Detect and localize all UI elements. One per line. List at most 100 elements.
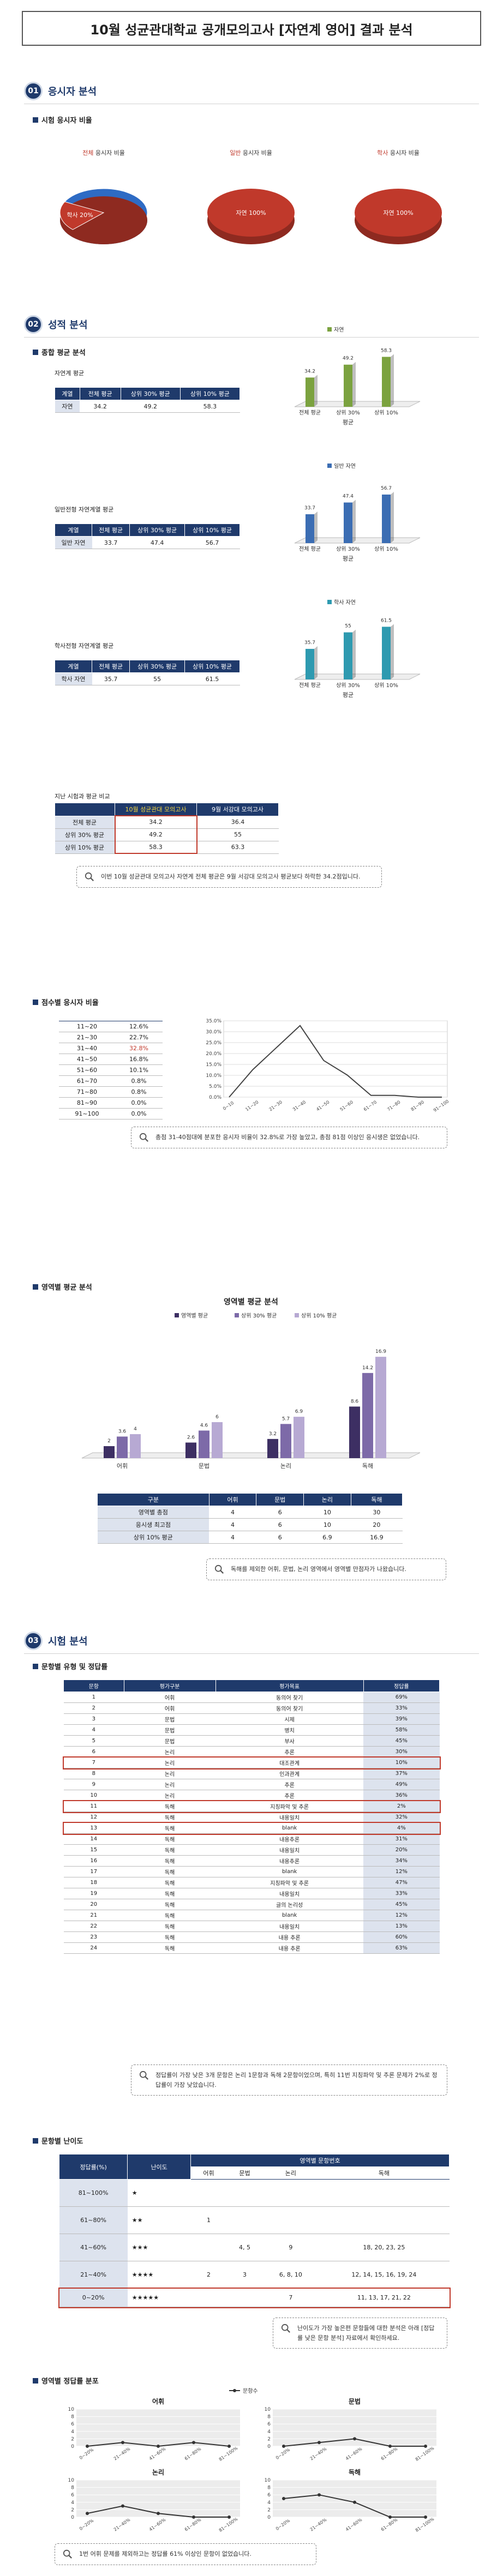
group-table: 계열 전체 평균 상위 30% 평균 상위 10% 평균 자연 34.2 49.2 58.3 [55,387,241,413]
table-cell: 독해 [124,1910,216,1921]
pie-title: 전체 응시자 비율 [82,149,125,157]
table-row: 응시생 최고점 4 6 10 20 [97,1518,403,1531]
table-cell: 33% [363,1888,440,1899]
x-tick-label: 71~80 [386,1100,401,1112]
table-cell [319,2206,450,2234]
bar-side [352,499,356,543]
table-row: 24 독해 내용 추론 63% [63,1942,440,1954]
table-cell: 내용일치 [215,1811,364,1823]
difficulty-table: 정답률(%) 난이도 영역별 문항번호 어휘 문법 논리 독해 81~100% ★ 61~80% ★… [58,2154,451,2308]
bar-value-label: 5.7 [282,1416,290,1422]
table-header-cell: 평가목표 [215,1680,364,1692]
table-row: 상위 10% 평균 58.3 63.3 [55,841,279,854]
table-cell: 58.3 [114,841,197,854]
table-row-label: 일반 자연 [55,536,92,549]
bar-top [306,646,318,649]
magnifier-icon [63,2549,72,2559]
table-row: 22 독해 내용일치 13% [63,1921,440,1932]
table-cell: 대조관계 [215,1757,364,1768]
table-cell: 35.7 [92,672,130,685]
table-row: 18 독해 지칭파악 및 추론 47% [63,1877,440,1888]
table-cell: 11, 13, 17, 21, 22 [319,2288,450,2307]
table-cell: 61.5 [184,672,240,685]
table-cell [319,2179,450,2207]
table-row: 6 논리 추론 30% [63,1746,440,1758]
plot-area [273,2409,436,2446]
table-row: 3 문법 시제 39% [63,1713,440,1725]
score-range: 81~90 [59,1097,115,1109]
table-header-cell: 상위 10% 평균 [184,523,240,537]
sub-heading: 문항별 유형 및 정답률 [33,1661,107,1671]
sub-heading-text: 문항별 난이도 [41,2138,83,2146]
section-title: 시험 분석 [48,1636,88,1647]
score-rate: 10.1% [115,1064,163,1076]
x-tick-label: 21~40% [309,2446,328,2461]
dist-point [424,2515,427,2519]
x-tick-label: 전체 평균 [299,546,321,552]
dist-point [121,2504,124,2508]
table-cell: 47.4 [129,536,185,549]
x-tick-label: 21~40% [113,2446,131,2461]
table-cell: 논리 [124,1768,216,1779]
table-cell: 36.4 [196,816,279,829]
table-cell: 12% [363,1910,440,1921]
table-cell: 내용일치 [215,1888,364,1899]
dist-point [318,2441,321,2445]
table-row: 20 독해 글의 논리성 45% [63,1899,440,1910]
pie-slice-label: 학사 20% [67,212,93,219]
table-cell: 15 [63,1844,124,1856]
y-tick-label: 0 [267,2515,271,2520]
table-cell: 지칭파악 및 추론 [215,1801,364,1812]
sub-heading-text: 영역별 평균 분석 [41,1284,92,1292]
table-cell: 22 [63,1921,124,1932]
y-tick-label: 4 [267,2500,271,2506]
table-cell: 독해 [124,1811,216,1823]
bar [382,357,391,407]
x-tick-label: 81~100% [415,2517,435,2533]
table-cell [226,2179,263,2207]
bar-value-label: 14.2 [362,1365,373,1371]
divider [24,1653,479,1654]
table-cell: 문법 [124,1735,216,1747]
plot-area [76,2480,240,2517]
table-cell: 어휘 [124,1692,216,1703]
group-table: 계열 전체 평균 상위 30% 평균 상위 10% 평균 일반 자연 33.7 47.4 56… [54,523,240,549]
table-cell: 8 [63,1768,124,1779]
bar-value-label: 58.3 [381,348,392,353]
table-row: 11~20 12.6% [59,1021,163,1032]
score-rate: 0.8% [115,1086,163,1098]
legend-marker [233,2389,236,2392]
x-tick-label: 0~10 [222,1100,235,1111]
table-cell: 58% [363,1724,440,1736]
y-tick-label: 0 [71,2444,74,2449]
dist-point [157,2512,160,2515]
table-cell: 39% [363,1713,440,1725]
table-row: 21~40% ★★★★ 2 3 6, 8, 10 12, 14, 15, 16, 19, … [59,2261,450,2289]
y-tick-label: 2 [71,2507,74,2513]
bar [199,1430,209,1458]
table-cell: 4 [209,1518,256,1531]
table-cell: 독해 [124,1899,216,1910]
y-tick-label: 20.0% [206,1051,221,1057]
table-cell [226,2206,263,2234]
bar-side [391,354,394,407]
table-cell: 논리 [124,1757,216,1768]
table-cell: 58.3 [180,400,240,413]
note-box: 난이도가 가장 높은편 문항들에 대한 분석은 아래 [정답률 낮은 문항 분석… [273,2318,447,2349]
bar-value-label: 16.9 [375,1349,386,1355]
table-row: 12 독해 내용일치 32% [63,1811,440,1823]
table-header-cell: 문법 [256,1493,304,1506]
table-cell: 전체 평균 [55,816,115,829]
table-header-row: 계열 전체 평균 상위 30% 평균 상위 10% 평균 [54,523,240,537]
table-cell: 19 [63,1888,124,1899]
legend-label: 상위 30% 평균 [241,1312,277,1319]
y-tick-label: 10.0% [206,1073,221,1079]
group-table-wrap: 계열 전체 평균 상위 30% 평균 상위 10% 평균 학사 자연 35.7 55 61.5 [54,660,240,685]
y-tick-label: 4 [71,2429,74,2435]
table-cell: ★ [127,2179,191,2207]
y-tick-label: 6 [71,2493,74,2498]
table-cell: 상위 10% 평균 [97,1531,209,1544]
table-cell: 추론 [215,1779,364,1790]
group-table-wrap: 계열 전체 평균 상위 30% 평균 상위 10% 평균 자연 34.2 49.2 58.3 [55,387,241,413]
